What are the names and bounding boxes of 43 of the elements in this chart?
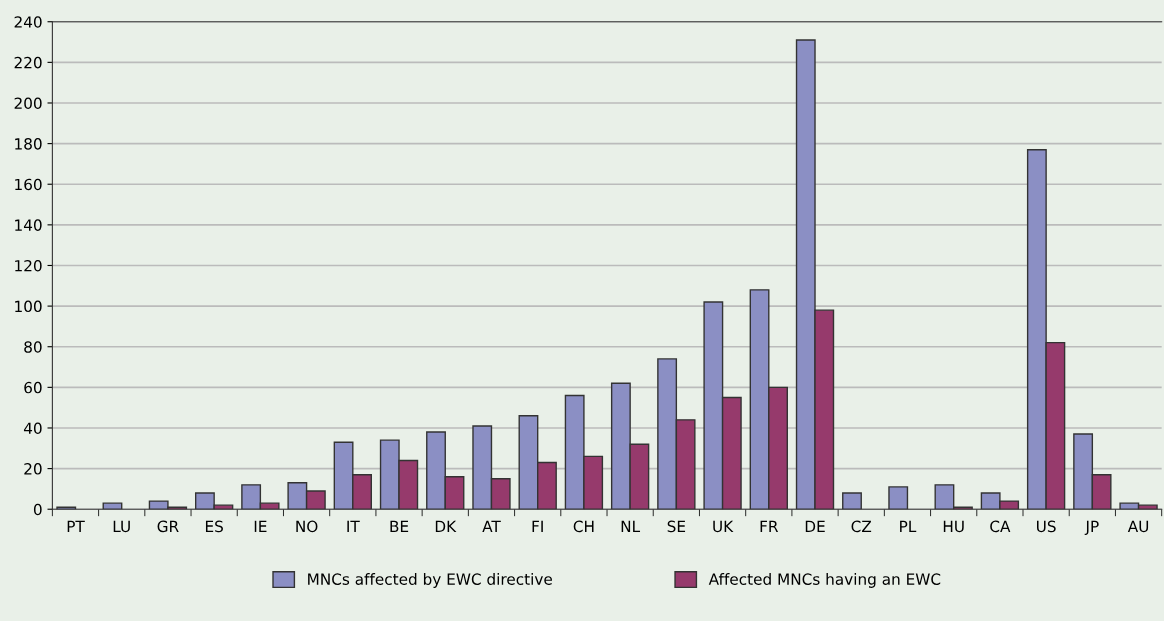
y-tick-label: 40 bbox=[23, 422, 42, 434]
y-tick-label: 60 bbox=[24, 381, 42, 394]
bar bbox=[102, 502, 123, 510]
x-tick-label: UK bbox=[713, 520, 734, 533]
x-tick-label: DK bbox=[435, 520, 457, 532]
x-tick-label: GR bbox=[157, 520, 179, 533]
y-tick-label: 180 bbox=[15, 138, 42, 150]
y-tick-label: 0 bbox=[33, 503, 42, 516]
x-tick-label: AU bbox=[1127, 520, 1149, 533]
y-tick-label: 140 bbox=[15, 219, 42, 231]
y-tick-label: 220 bbox=[14, 56, 42, 69]
x-tick-label: CA bbox=[990, 520, 1011, 533]
x-tick-label: BE bbox=[390, 520, 409, 532]
x-tick-label: LU bbox=[113, 520, 130, 533]
x-tick-label: IE bbox=[254, 520, 267, 532]
y-tick-label: 240 bbox=[14, 16, 42, 28]
legend-label: Affected MNCs having an EWC bbox=[708, 573, 941, 588]
bar bbox=[56, 506, 77, 510]
bar bbox=[888, 486, 909, 510]
x-tick-label: US bbox=[1037, 520, 1056, 533]
x-tick-label: AT bbox=[482, 520, 501, 532]
x-tick-label: PL bbox=[900, 520, 917, 532]
x-tick-label: PT bbox=[67, 520, 85, 532]
y-tick-label: 160 bbox=[15, 178, 42, 191]
x-tick-label: DE bbox=[805, 520, 825, 532]
legend-label: MNCs affected by EWC directive bbox=[308, 573, 552, 588]
x-tick-label: CZ bbox=[851, 520, 872, 533]
x-tick-label: IT bbox=[347, 520, 360, 532]
x-tick-label: SE bbox=[667, 520, 686, 533]
x-tick-label: HU bbox=[943, 520, 964, 533]
x-tick-label: ES bbox=[205, 520, 223, 533]
x-tick-label: CH bbox=[573, 520, 594, 533]
x-tick-label: NL bbox=[621, 520, 641, 532]
y-tick-label: 20 bbox=[24, 463, 42, 475]
y-tick-label: 200 bbox=[14, 97, 42, 109]
y-tick-label: 120 bbox=[15, 259, 42, 272]
y-tick-label: 80 bbox=[24, 341, 42, 353]
x-tick-label: FR bbox=[760, 520, 779, 532]
x-tick-label: NO bbox=[296, 520, 318, 533]
x-tick-label: JP bbox=[1084, 520, 1099, 535]
x-tick-label: FI bbox=[532, 520, 543, 532]
bar bbox=[842, 492, 862, 510]
y-tick-label: 100 bbox=[15, 300, 42, 313]
